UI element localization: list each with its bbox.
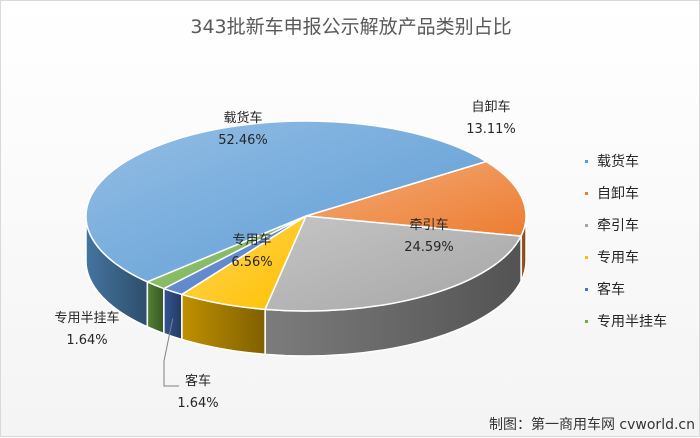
legend-marker-bus [585, 288, 588, 291]
pie-side-bus [163, 287, 183, 341]
pie-slice-dump-truck[interactable] [305, 160, 527, 237]
slice-value-special-vehicle: 6.56% [231, 255, 272, 270]
slice-label-tractor: 牵引车 [409, 217, 448, 233]
legend-marker-cargo-truck [585, 160, 588, 163]
legend-label-cargo-truck[interactable]: 载货车 [597, 153, 639, 170]
slice-label-bus: 客车 [185, 373, 211, 389]
leader-line-bus [163, 318, 179, 387]
slice-label-cargo-truck: 载货车 [223, 110, 262, 126]
footer-credit: 制图：第一商用车网 cvworld.cn [489, 416, 695, 433]
legend-marker-dump-truck [585, 192, 588, 195]
pie-side-special-semitrailer [146, 280, 165, 335]
pie-tops [85, 120, 527, 312]
pie-slice-tractor[interactable] [263, 215, 523, 312]
slice-value-tractor: 24.59% [404, 240, 454, 255]
legend-marker-tractor [585, 224, 588, 227]
legend-marker-special-semitrailer [585, 320, 588, 323]
slice-value-special-semitrailer: 1.64% [66, 333, 107, 348]
slice-value-dump-truck: 13.11% [466, 122, 516, 137]
legend-label-dump-truck[interactable]: 自卸车 [597, 185, 639, 202]
pie-slice-cargo-truck[interactable] [85, 120, 489, 283]
slice-label-special-semitrailer: 专用半挂车 [54, 310, 119, 326]
legend-label-special-semitrailer[interactable]: 专用半挂车 [597, 313, 667, 330]
slice-value-bus: 1.64% [177, 396, 218, 411]
legend-label-special-vehicle[interactable]: 专用车 [597, 249, 639, 266]
slice-label-dump-truck: 自卸车 [471, 99, 510, 115]
pie-labels: 自卸车 13.11% 牵引车 24.59% 专用车 6.56% 客车 1.64% 专用半挂车 1.… [54, 99, 515, 411]
slice-value-cargo-truck: 52.46% [218, 133, 268, 148]
legend-label-tractor[interactable]: 牵引车 [597, 217, 639, 234]
slice-label-special-vehicle: 专用车 [232, 232, 271, 248]
legend-label-bus[interactable]: 客车 [597, 281, 625, 298]
chart-title: 343批新车申报公示解放产品类别占比 [190, 16, 511, 38]
legend-marker-special-vehicle [585, 256, 588, 259]
